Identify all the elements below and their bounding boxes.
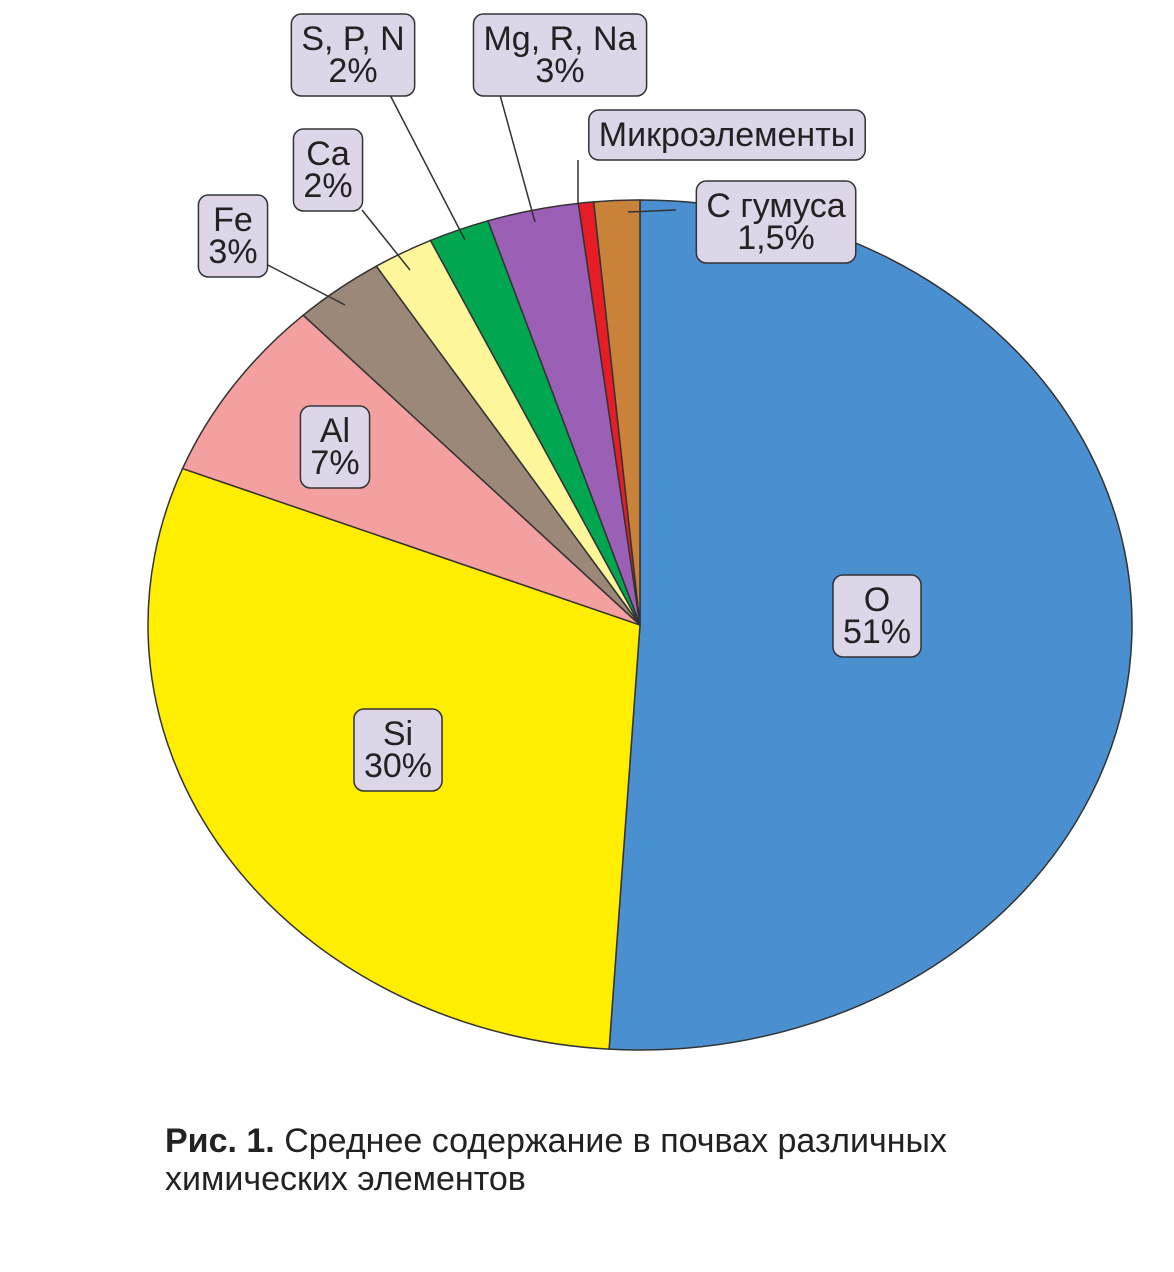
leader-line (499, 94, 536, 223)
slice-label: Al7% (299, 405, 371, 489)
label-box (353, 708, 443, 792)
label-value: 51% (843, 613, 911, 651)
slice-label: Mg, R, Na3% (472, 13, 648, 97)
label-value: 2% (303, 167, 352, 205)
label-name: Si (383, 715, 413, 753)
label-value: 7% (310, 444, 359, 482)
leader-line (389, 94, 466, 241)
label-box (588, 109, 866, 161)
caption-label: Рис. 1. (165, 1122, 275, 1160)
leader-line (627, 209, 677, 213)
label-name: Mg, R, Na (483, 20, 636, 58)
label-name: Al (320, 412, 350, 450)
label-box (299, 405, 371, 489)
slice (592, 199, 641, 626)
label-box (197, 194, 269, 278)
label-value: 3% (535, 52, 584, 90)
label-name: Fe (213, 201, 253, 239)
leader-line (361, 209, 411, 271)
label-value: 2% (328, 52, 377, 90)
leader-line (261, 261, 346, 306)
label-name: Ca (306, 135, 350, 173)
caption-text: Среднее содержание в почвах различных хи… (165, 1122, 947, 1198)
slice-label: Ca2% (292, 128, 364, 212)
slice-label: S, P, N2% (290, 13, 416, 97)
label-box (695, 180, 857, 264)
label-box (472, 13, 648, 97)
slice (181, 314, 641, 626)
label-box (832, 574, 922, 658)
slice-label: Микроэлементы (588, 109, 866, 161)
label-box (290, 13, 416, 97)
label-value: 30% (364, 747, 432, 785)
slice-label: Fe3% (197, 194, 269, 278)
label-value: 3% (208, 233, 257, 271)
label-box (292, 128, 364, 212)
slice-label: O51% (832, 574, 922, 658)
label-value: 1,5% (737, 219, 815, 257)
caption: Рис. 1. Среднее содержание в почвах разл… (165, 1122, 1125, 1198)
label-name: Микроэлементы (599, 116, 855, 154)
label-name: S, P, N (301, 20, 404, 58)
label-name: O (864, 581, 890, 619)
label-name: С гумуса (706, 187, 845, 225)
